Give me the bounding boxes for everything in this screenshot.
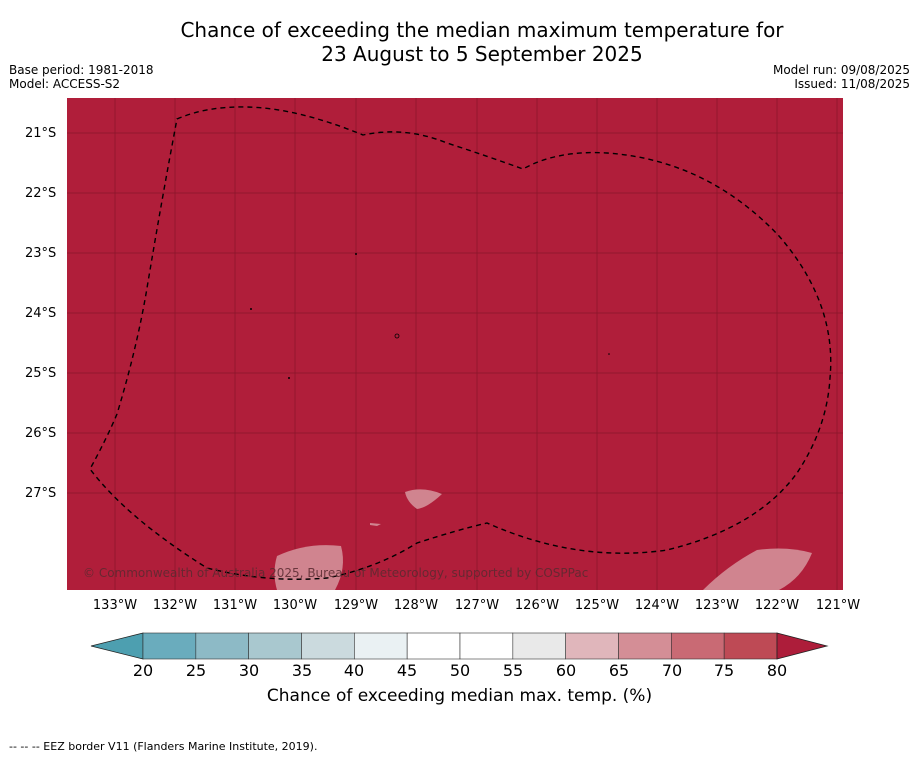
map-svg (67, 98, 843, 590)
model-run: Model run: 09/08/2025 (772, 63, 910, 77)
lat-label-26s: 26°S (25, 426, 57, 441)
colorbar-under-arrow (90, 632, 144, 660)
colorbar-tick-50: 50 (449, 661, 471, 680)
patch-small (370, 523, 381, 526)
lon-label-123w: 123°W (694, 598, 740, 613)
lat-label-23s: 23°S (25, 246, 57, 261)
colorbar-tick-60: 60 (555, 661, 577, 680)
colorbar-tick-20: 20 (132, 661, 154, 680)
lon-label-133w: 133°W (92, 598, 138, 613)
colorbar-segment (301, 632, 355, 660)
colorbar-segment (618, 632, 672, 660)
colorbar-tick-75: 75 (713, 661, 735, 680)
islands (250, 253, 610, 379)
lon-label-125w: 125°W (574, 598, 620, 613)
colorbar-label: Chance of exceeding median max. temp. (%… (266, 686, 653, 706)
patch-bottom-right (703, 548, 812, 590)
lon-label-122w: 122°W (754, 598, 800, 613)
probability-field (67, 98, 843, 590)
colorbar-tick-65: 65 (608, 661, 630, 680)
island-dot (608, 353, 610, 355)
lon-label-121w: 121°W (815, 598, 861, 613)
lat-label-21s: 21°S (25, 126, 57, 141)
title-line-2: 23 August to 5 September 2025 (321, 42, 643, 66)
island-dot (355, 253, 357, 255)
colorbar-tick-55: 55 (502, 661, 524, 680)
graticule (67, 98, 843, 590)
colorbar-over-arrow (776, 632, 829, 660)
colorbar-segment (142, 632, 197, 660)
colorbar-tick-80: 80 (766, 661, 788, 680)
colorbar-segment (195, 632, 249, 660)
meta-right: Model run: 09/08/2025 Issued: 11/08/2025 (773, 63, 910, 91)
colorbar-segment (565, 632, 619, 660)
colorbar-segment (512, 632, 566, 660)
lat-label-27s: 27°S (25, 486, 57, 501)
issued-date: Issued: 11/08/2025 (794, 77, 910, 91)
colorbar-segment (354, 632, 408, 660)
patch-center (405, 489, 442, 509)
colorbar-segment (406, 632, 461, 660)
eez-border (89, 106, 832, 580)
title-line-1: Chance of exceeding the median maximum t… (180, 18, 784, 42)
island-ring (394, 333, 400, 339)
colorbar-segment (248, 632, 302, 660)
lat-label-24s: 24°S (25, 306, 57, 321)
colorbar-tick-40: 40 (343, 661, 365, 680)
lon-label-124w: 124°W (634, 598, 680, 613)
colorbar-segment (723, 632, 778, 660)
lon-label-129w: 129°W (333, 598, 379, 613)
map-panel (67, 98, 843, 590)
lon-label-128w: 128°W (393, 598, 439, 613)
lon-label-127w: 127°W (454, 598, 500, 613)
copyright-notice: © Commonwealth of Australia 2025, Bureau… (83, 566, 589, 580)
base-period: Base period: 1981-2018 (9, 63, 154, 77)
colorbar-segment (671, 632, 725, 660)
island-dot (250, 308, 252, 310)
colorbar-tick-30: 30 (238, 661, 260, 680)
colorbar-segment (459, 632, 514, 660)
colorbar-tick-25: 25 (185, 661, 207, 680)
colorbar-tick-35: 35 (291, 661, 313, 680)
colorbar (90, 632, 830, 660)
eez-footnote: -- -- -- EEZ border V11 (Flanders Marine… (9, 740, 318, 753)
meta-left: Base period: 1981-2018 Model: ACCESS-S2 (9, 63, 154, 91)
lon-label-131w: 131°W (212, 598, 258, 613)
island-dot (288, 377, 290, 379)
lon-label-132w: 132°W (152, 598, 198, 613)
colorbar-svg (90, 632, 829, 660)
colorbar-tick-70: 70 (661, 661, 683, 680)
model-name: Model: ACCESS-S2 (9, 77, 121, 91)
colorbar-segments (142, 632, 778, 660)
colorbar-tick-45: 45 (396, 661, 418, 680)
lon-label-130w: 130°W (272, 598, 318, 613)
lat-label-22s: 22°S (25, 186, 57, 201)
map-title: Chance of exceeding the median maximum t… (0, 18, 919, 66)
lon-label-126w: 126°W (514, 598, 560, 613)
lat-label-25s: 25°S (25, 366, 57, 381)
